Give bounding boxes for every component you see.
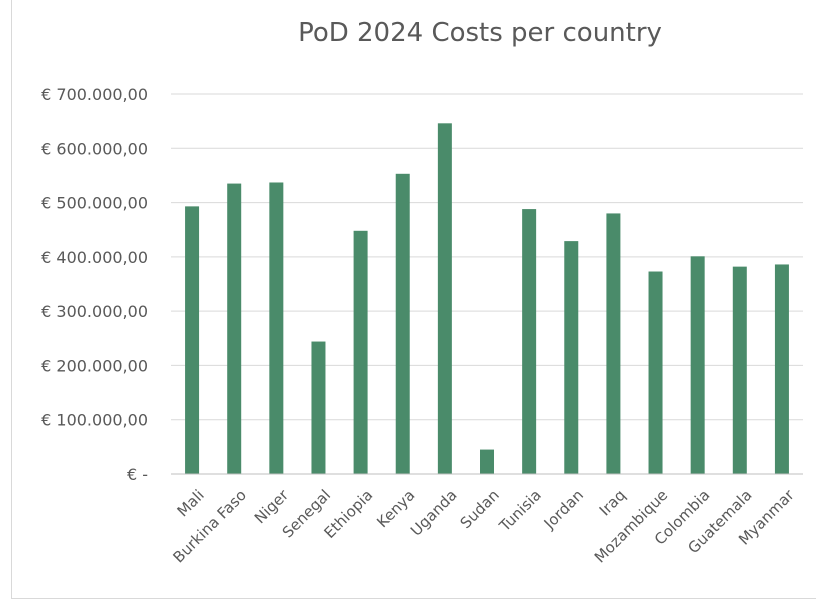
bar-mali	[185, 206, 200, 474]
y-tick-label: € -	[127, 465, 148, 484]
bar-iraq	[606, 213, 621, 474]
bar-niger	[269, 182, 284, 474]
bar-burkina-faso	[227, 183, 242, 475]
y-tick-label: € 100.000,00	[41, 411, 148, 430]
x-tick-label: Mali	[174, 486, 208, 520]
chart-title: PoD 2024 Costs per country	[298, 18, 662, 48]
bar-kenya	[395, 173, 410, 475]
bar-jordan	[564, 241, 579, 474]
bar-ethiopia	[353, 230, 368, 474]
x-tick-label: Sudan	[457, 486, 503, 532]
bar-colombia	[690, 256, 705, 474]
x-tick-label: Iraq	[596, 486, 629, 519]
y-tick-label: € 200.000,00	[41, 356, 148, 375]
bar-myanmar	[774, 264, 789, 474]
gridlines	[171, 93, 803, 421]
bar-senegal	[311, 341, 326, 474]
y-tick-label: € 600.000,00	[41, 139, 148, 158]
y-tick-label: € 300.000,00	[41, 302, 148, 321]
x-tick-label: Tunisia	[495, 486, 545, 536]
chart-frame	[11, 0, 816, 599]
bar-guatemala	[732, 266, 747, 474]
bar-sudan	[480, 449, 494, 474]
y-tick-label: € 500.000,00	[41, 194, 148, 213]
bar-tunisia	[522, 209, 537, 475]
y-tick-label: € 700.000,00	[41, 85, 148, 104]
x-tick-label: Burkina Faso	[170, 486, 250, 566]
y-axis-tick-labels: € - € 100.000,00 € 200.000,00 € 300.000,00 €…	[41, 85, 148, 484]
x-tick-label: Uganda	[407, 486, 461, 540]
bar-uganda	[437, 123, 452, 475]
y-tick-label: € 400.000,00	[41, 248, 148, 267]
x-tick-label: Jordan	[540, 486, 587, 533]
bar-mozambique	[648, 271, 663, 474]
bars	[185, 123, 789, 475]
